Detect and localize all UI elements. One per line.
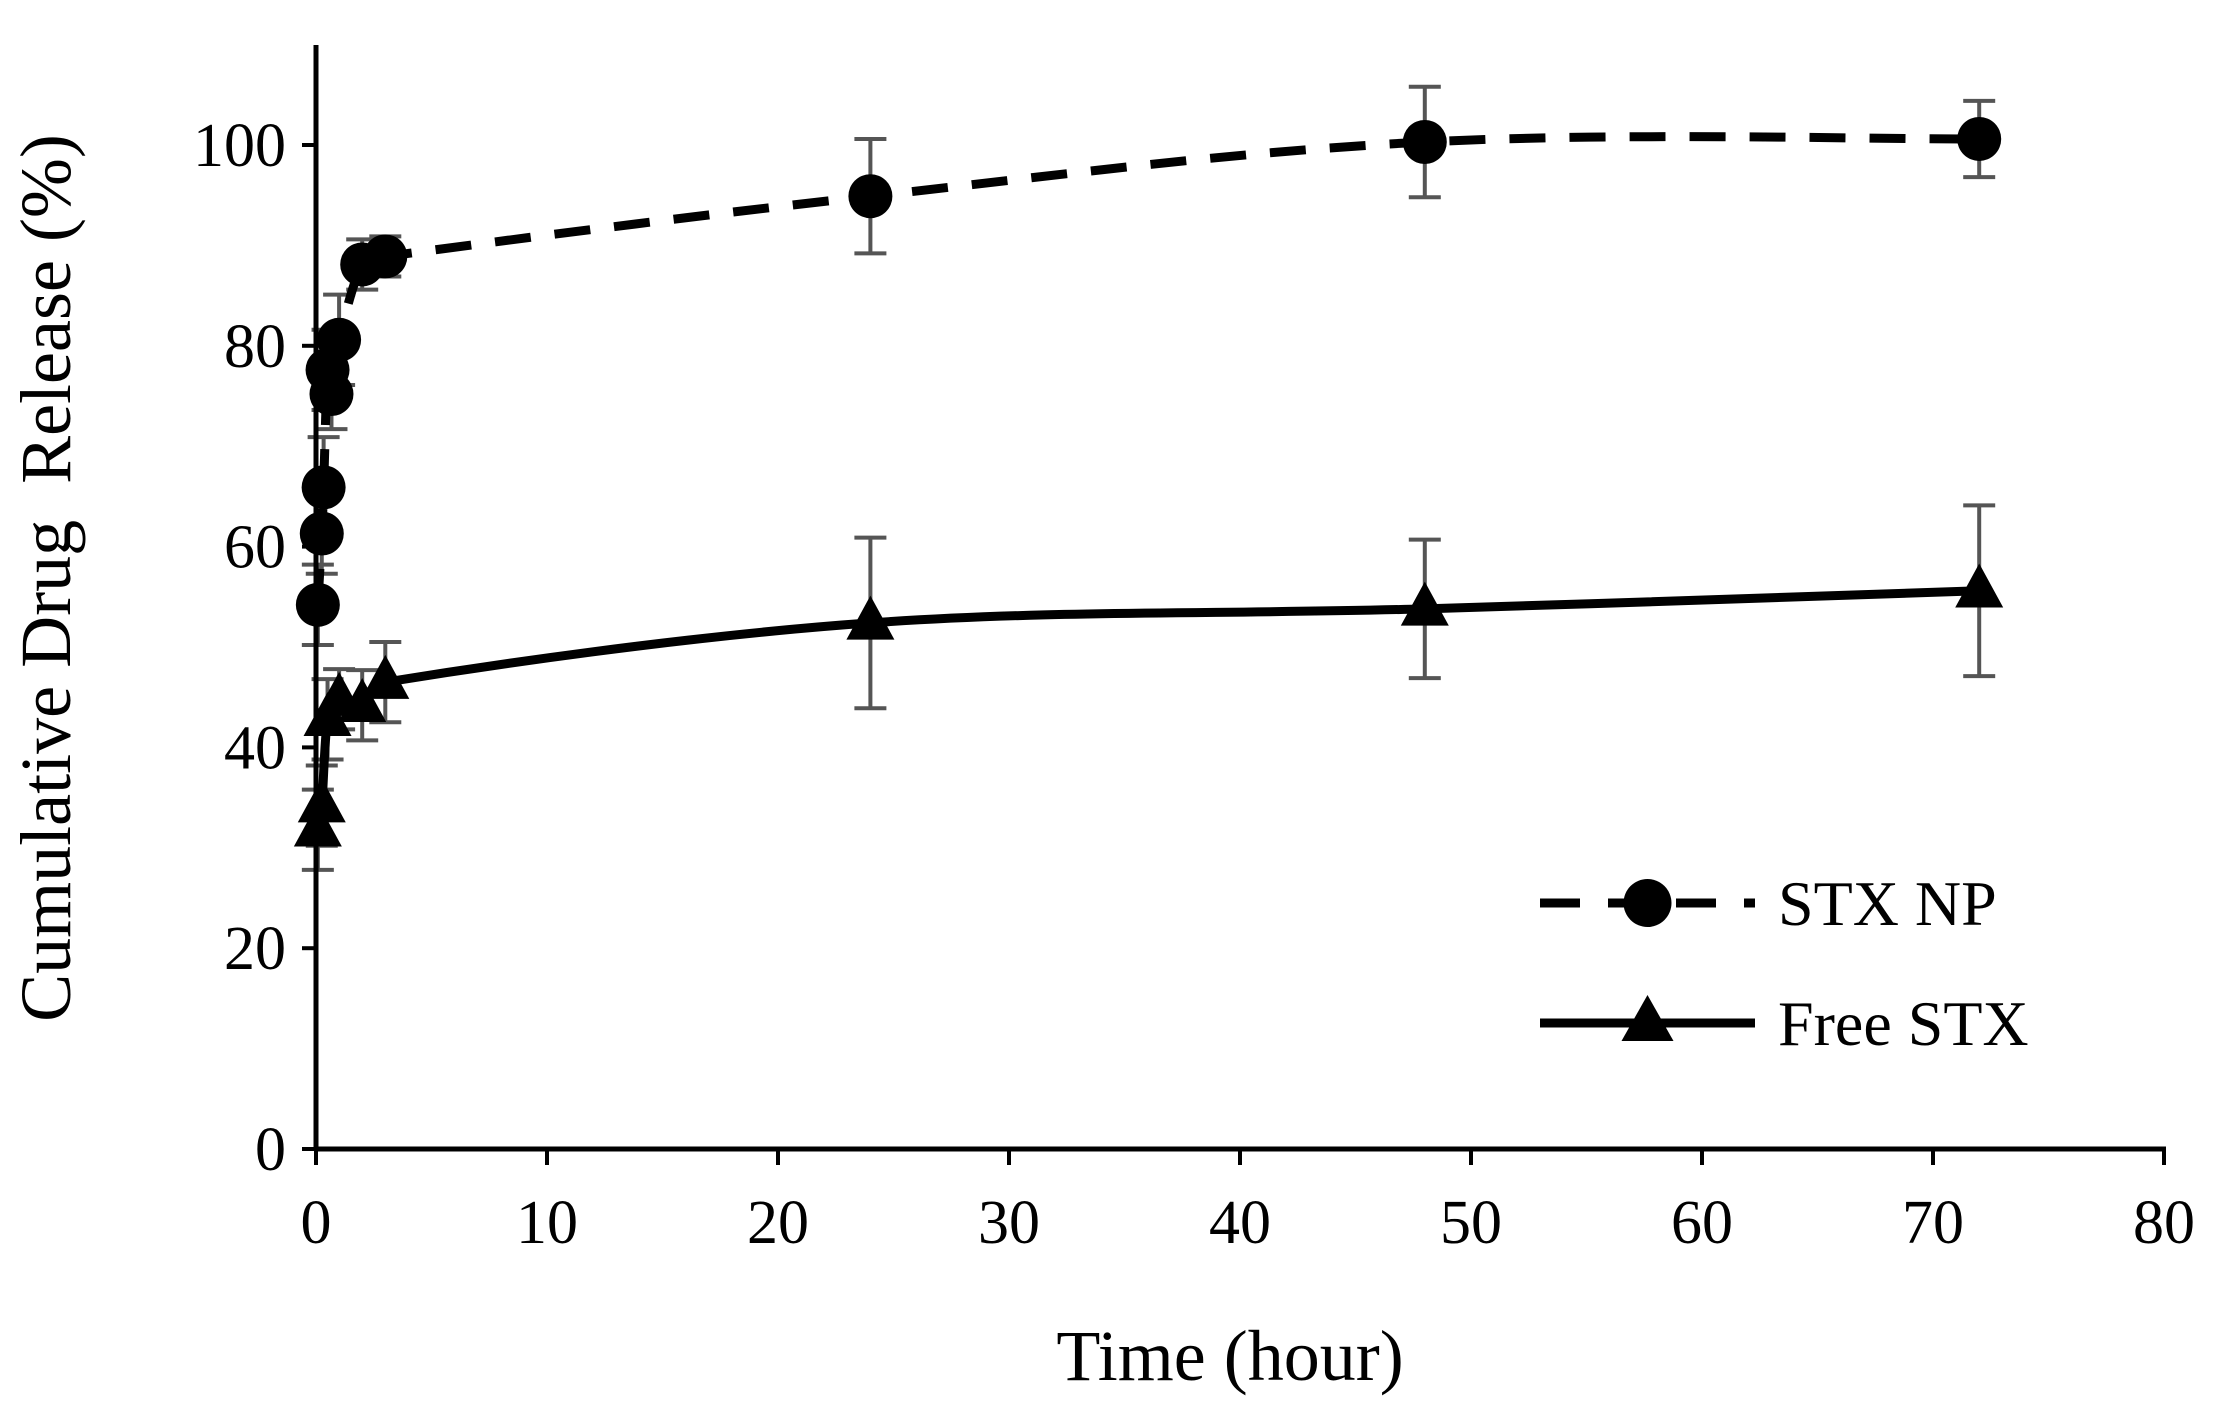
series-line-stx-np	[313, 132, 1980, 606]
marker-stx-np	[309, 371, 354, 416]
marker-free-stx	[846, 595, 895, 640]
axes-layer: 0 20 40 60 80 100 0 10 20 30 40 50 60 70 80	[193, 45, 2195, 1257]
x-tick-label: 50	[1440, 1189, 1502, 1257]
errorbars-layer	[301, 84, 1996, 872]
x-tick-label: 40	[1209, 1189, 1271, 1257]
y-tick-label: 20	[224, 915, 286, 983]
marker-free-stx	[1400, 581, 1449, 626]
x-tick-label: 60	[1671, 1189, 1733, 1257]
marker-stx-np	[363, 234, 408, 279]
legend: STX NP Free STX	[1540, 868, 2029, 1059]
x-tick-label: 20	[747, 1189, 809, 1257]
marker-stx-np	[299, 511, 344, 556]
legend-marker-free-stx	[1621, 995, 1674, 1041]
marker-free-stx	[338, 677, 387, 722]
marker-stx-np	[848, 174, 893, 219]
y-tick-label: 80	[224, 313, 286, 381]
series-line-free-stx	[313, 586, 1980, 831]
x-tick-label: 70	[1902, 1189, 1964, 1257]
legend-marker-stx-np	[1623, 879, 1672, 927]
y-tick-label: 100	[193, 112, 286, 180]
y-tick-label: 40	[224, 714, 286, 782]
marker-stx-np	[1402, 119, 1447, 164]
marker-stx-np	[301, 465, 346, 510]
marker-free-stx	[297, 778, 346, 823]
marker-free-stx	[1955, 563, 2004, 608]
marker-free-stx	[361, 654, 410, 699]
legend-label-stx-np: STX NP	[1778, 868, 1997, 939]
markers-layer	[293, 116, 2004, 847]
x-axis-title: Time (hour)	[1056, 1316, 1403, 1396]
y-axis-title: Cumulative Drug Release (%)	[6, 134, 86, 1022]
x-tick-label: 10	[516, 1189, 578, 1257]
x-tick-label: 80	[2133, 1189, 2195, 1257]
marker-stx-np	[1957, 116, 2002, 161]
series-lines-layer	[313, 132, 1980, 831]
legend-label-free-stx: Free STX	[1778, 988, 2029, 1059]
x-tick-label: 30	[978, 1189, 1040, 1257]
y-tick-label: 0	[255, 1116, 286, 1184]
x-tick-label: 0	[301, 1189, 332, 1257]
y-tick-label: 60	[224, 514, 286, 582]
marker-stx-np	[317, 317, 362, 362]
